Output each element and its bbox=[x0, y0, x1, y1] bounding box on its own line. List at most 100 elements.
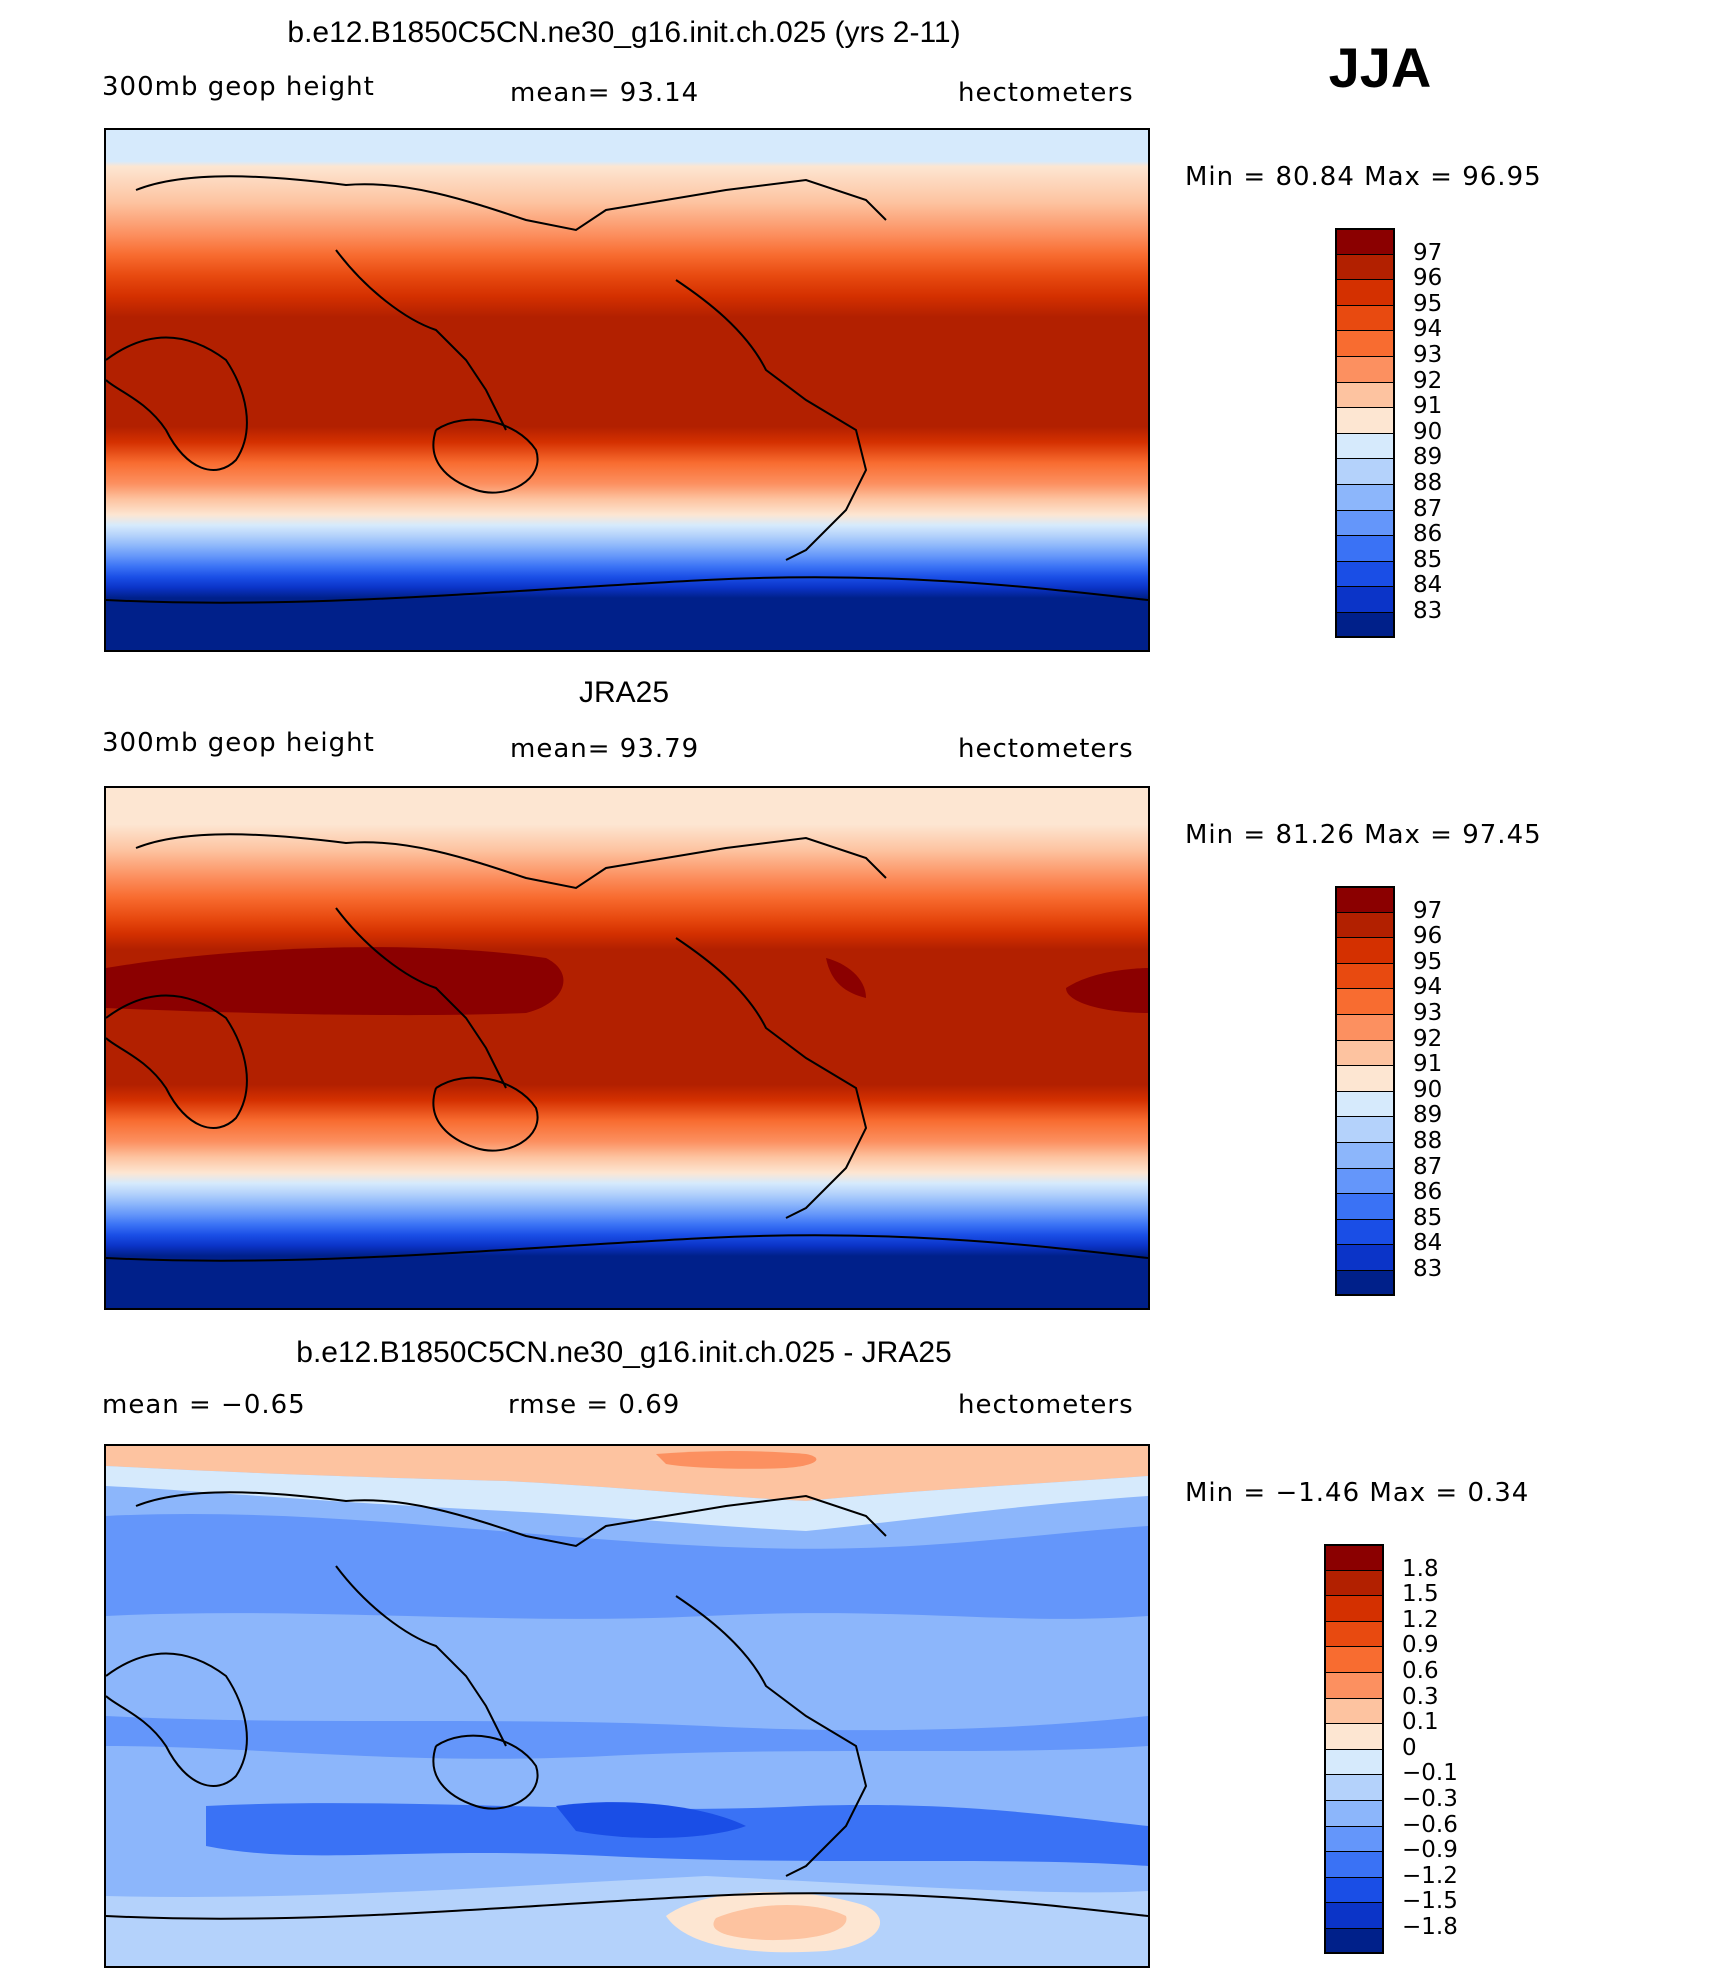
minmax-diff: Min = −1.46 Max = 0.34 bbox=[1185, 1478, 1529, 1508]
minmax-model: Min = 80.84 Max = 96.95 bbox=[1185, 162, 1542, 192]
legend-label: 91 bbox=[1413, 1051, 1443, 1078]
legend-label: 94 bbox=[1413, 316, 1443, 343]
legend-label: 95 bbox=[1413, 290, 1443, 317]
legend-label: 90 bbox=[1413, 418, 1443, 445]
legend-label: 89 bbox=[1413, 444, 1443, 471]
panel-mean-diff: mean = −0.65 bbox=[102, 1390, 306, 1420]
legend-swatch bbox=[1335, 381, 1395, 408]
diff-antarctic-hot bbox=[713, 1904, 847, 1941]
max-band-obs bbox=[106, 947, 564, 1016]
legend-swatch bbox=[1335, 535, 1395, 561]
map-panel-obs bbox=[104, 786, 1150, 1310]
legend-swatch bbox=[1335, 228, 1395, 254]
legend-swatch bbox=[1335, 1014, 1395, 1040]
max-patch-mexico-obs bbox=[826, 958, 866, 998]
legend-label: 83 bbox=[1413, 598, 1443, 624]
legend-swatch bbox=[1335, 509, 1395, 536]
legend-swatch bbox=[1324, 1569, 1384, 1596]
legend-swatch bbox=[1324, 1800, 1384, 1826]
legend-swatch bbox=[1335, 1218, 1395, 1245]
legend-label: 85 bbox=[1413, 546, 1443, 573]
minmax-obs: Min = 81.26 Max = 97.45 bbox=[1185, 820, 1542, 850]
legend-swatch bbox=[1324, 1620, 1384, 1647]
map-panel-diff bbox=[104, 1444, 1150, 1968]
map-panel-model bbox=[104, 128, 1150, 652]
legend-label: 1.8 bbox=[1402, 1555, 1439, 1582]
legend-swatch bbox=[1335, 586, 1395, 612]
legend-label: 92 bbox=[1413, 1025, 1443, 1052]
legend-swatch bbox=[1335, 356, 1395, 382]
panel-left-text-obs: 300mb geop height bbox=[102, 728, 375, 758]
legend-obs: 97 96 95 94 93 92 91 90 89 88 87 86 85 84 83 bbox=[1335, 886, 1465, 1298]
legend-label: −0.3 bbox=[1402, 1786, 1458, 1812]
panel-units-diff: hectometers bbox=[958, 1390, 1134, 1420]
legend-swatch bbox=[1324, 1748, 1384, 1775]
legend-label: 95 bbox=[1413, 948, 1443, 975]
legend-swatch bbox=[1335, 458, 1395, 484]
legend-label: 84 bbox=[1413, 1230, 1443, 1257]
legend-label: −1.5 bbox=[1402, 1888, 1458, 1915]
legend-label: 83 bbox=[1413, 1256, 1443, 1282]
season-label: JJA bbox=[1328, 36, 1432, 99]
legend-swatch bbox=[1335, 1065, 1395, 1091]
legend-swatch bbox=[1335, 612, 1395, 638]
legend-label: −0.9 bbox=[1402, 1837, 1458, 1864]
panel-title-diff: b.e12.B1850C5CN.ne30_g16.init.ch.025 - J… bbox=[296, 1336, 952, 1369]
legend-label: 96 bbox=[1413, 265, 1443, 292]
legend-label: 0.1 bbox=[1402, 1709, 1439, 1736]
legend-swatch bbox=[1335, 1193, 1395, 1219]
legend-swatch bbox=[1324, 1672, 1384, 1698]
legend-swatch bbox=[1335, 937, 1395, 963]
legend-label: 93 bbox=[1413, 1000, 1443, 1026]
legend-label: 88 bbox=[1413, 1128, 1443, 1154]
panel-units-model: hectometers bbox=[958, 78, 1134, 108]
legend-swatch bbox=[1324, 1544, 1384, 1570]
max-text-obs: Max = 97.45 bbox=[1364, 820, 1542, 850]
panel-title-model: b.e12.B1850C5CN.ne30_g16.init.ch.025 (yr… bbox=[287, 16, 961, 49]
legend-swatch bbox=[1324, 1902, 1384, 1928]
legend-label: 96 bbox=[1413, 923, 1443, 950]
panel-left-text-model: 300mb geop height bbox=[102, 72, 375, 102]
legend-label: −0.1 bbox=[1402, 1760, 1458, 1787]
legend-label: 89 bbox=[1413, 1102, 1443, 1129]
coastlines-model bbox=[106, 175, 1148, 604]
legend-diff: 1.8 1.5 1.2 0.9 0.6 0.3 0.1 0 −0.1 −0.3 −0.6 −0.9 −1… bbox=[1324, 1544, 1474, 1956]
diff-south-dark bbox=[556, 1802, 746, 1838]
legend-swatch bbox=[1335, 253, 1395, 280]
min-text-diff: Min = −1.46 bbox=[1185, 1478, 1361, 1508]
min-text-obs: Min = 81.26 bbox=[1185, 820, 1355, 850]
legend-swatch bbox=[1335, 962, 1395, 989]
legend-label: −0.6 bbox=[1402, 1811, 1458, 1838]
diff-north-hot bbox=[656, 1451, 817, 1469]
coastlines-obs bbox=[106, 833, 1148, 1262]
legend-swatch bbox=[1335, 279, 1395, 305]
legend-swatch bbox=[1324, 1723, 1384, 1749]
legend-swatch bbox=[1335, 330, 1395, 356]
legend-model: 97 96 95 94 93 92 91 90 89 88 87 86 85 84 83 bbox=[1335, 228, 1465, 640]
legend-label: 90 bbox=[1413, 1076, 1443, 1103]
legend-label: 87 bbox=[1413, 1153, 1443, 1180]
legend-swatch bbox=[1335, 560, 1395, 587]
legend-swatch bbox=[1324, 1595, 1384, 1621]
legend-label: 0 bbox=[1402, 1734, 1417, 1761]
legend-swatch bbox=[1335, 1142, 1395, 1168]
legend-label: 0.3 bbox=[1402, 1683, 1439, 1710]
map-model bbox=[106, 130, 1148, 650]
legend-swatch bbox=[1335, 1090, 1395, 1117]
legend-label: 84 bbox=[1413, 572, 1443, 599]
legend-label: 97 bbox=[1413, 897, 1443, 924]
legend-swatch bbox=[1324, 1928, 1384, 1954]
diff-north-pale bbox=[106, 1466, 1148, 1531]
legend-swatch bbox=[1335, 407, 1395, 433]
legend-label: 88 bbox=[1413, 470, 1443, 496]
legend-label: −1.8 bbox=[1402, 1914, 1458, 1940]
legend-label: 0.9 bbox=[1402, 1632, 1439, 1659]
legend-label: 86 bbox=[1413, 521, 1443, 548]
legend-swatch bbox=[1324, 1876, 1384, 1903]
min-text-model: Min = 80.84 bbox=[1185, 162, 1355, 192]
legend-label: 93 bbox=[1413, 342, 1443, 368]
panel-rmse-diff: rmse = 0.69 bbox=[508, 1390, 681, 1420]
legend-label: 91 bbox=[1413, 393, 1443, 420]
diff-low-blue bbox=[106, 1716, 1148, 1759]
legend-label: 1.5 bbox=[1402, 1581, 1439, 1608]
